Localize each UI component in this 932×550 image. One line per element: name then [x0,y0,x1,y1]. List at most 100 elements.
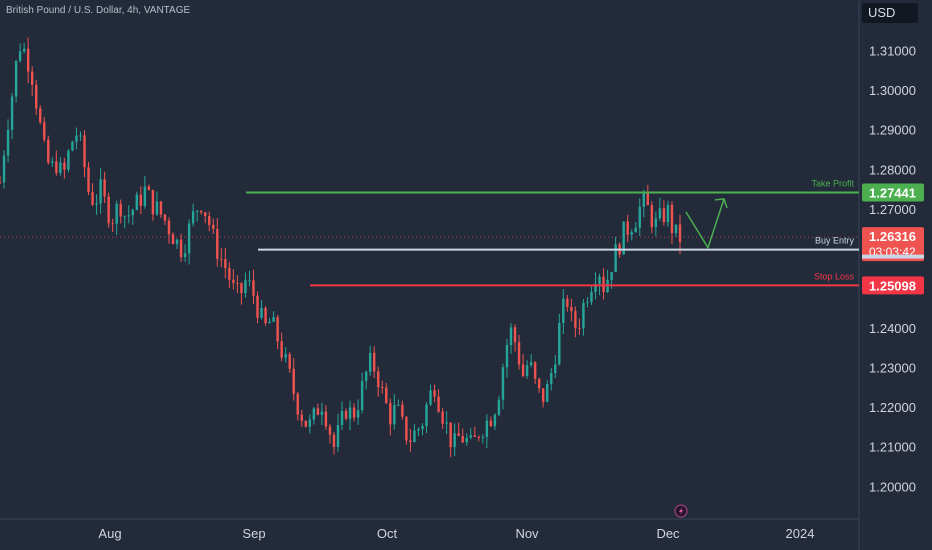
candle-body [642,193,645,207]
trade-levels[interactable]: Take Profit Buy Entry Stop Loss [0,179,859,287]
candle-body [550,373,553,384]
candle-body [413,430,416,442]
current-price-tag: 1.26316 [869,229,916,244]
candle-body [320,411,324,415]
candle-body [401,404,404,417]
candle-body [678,224,682,243]
candle-body [610,271,613,280]
candle-body [513,327,517,343]
candle-body [260,308,263,318]
candle-body [324,411,328,427]
candle-body [99,179,102,204]
candle-body [87,167,90,193]
candle-body [208,216,211,225]
candle-body [71,141,74,151]
y-tick-label: 1.28000 [869,162,916,177]
candle-body [666,204,670,223]
candle-body [461,435,464,443]
candle-body [75,135,78,142]
candle-body [39,108,42,123]
candle-body [348,407,352,419]
lightning-icon[interactable] [674,504,688,518]
candle-body [131,210,134,216]
candle-body [300,414,303,421]
candle-body [328,426,332,435]
candle-body [10,96,14,130]
candle-body [111,223,114,225]
candle-body [473,435,476,437]
candle-body [232,279,235,283]
candle-body [614,244,617,272]
candle-body [397,404,400,406]
candle-body [433,390,436,397]
candle-body [469,435,472,438]
candle-body [441,411,444,424]
x-tick-label: Oct [377,526,398,541]
candle-body [356,410,360,418]
candle-body [127,215,130,217]
time-axis[interactable]: Aug Sep Oct Nov Dec 2024 [98,526,814,541]
candle-body [537,378,541,389]
take-profit-tag: 1.27441 [869,186,916,201]
candle-body [509,327,513,345]
candle-body [582,303,585,329]
candle-body [409,440,412,442]
arrow-head [714,198,728,209]
candle-body [119,203,122,217]
y-tick-label: 1.20000 [869,479,916,494]
currency-button[interactable]: USD [862,3,918,23]
candle-body [340,410,344,426]
candle-body [59,162,62,173]
candle-body [183,253,187,257]
candle-body [650,205,654,228]
candle-body [465,437,468,443]
candle-body [445,422,448,424]
candle-body [288,354,291,369]
candle-body [264,308,267,324]
candle-body [30,71,34,85]
candle-body [51,161,54,163]
candle-body [525,365,529,377]
candle-body [26,48,30,72]
y-tick-label: 1.27000 [869,202,916,217]
candle-body [602,276,605,293]
candle-body [562,298,565,323]
candle-body [485,420,489,437]
candle-body [670,204,674,234]
candle-body [91,192,94,205]
y-tick-label: 1.23000 [869,360,916,375]
current-price-tag-bg [862,227,924,262]
x-tick-label: Nov [515,526,539,541]
candle-body [590,291,593,303]
candle-body [501,367,505,400]
candle-body [477,436,481,438]
candle-body [195,210,199,212]
y-tick-label: 1.21000 [869,440,916,455]
candle-body [554,364,557,374]
y-tick-label: 1.29000 [869,123,916,138]
candle-body [505,344,509,368]
candle-body [187,223,191,254]
candle-body [2,155,6,183]
candle-body [429,390,432,405]
candle-body [151,189,155,215]
candle-body [14,60,18,97]
candle-body [175,239,179,245]
level-label: Buy Entry [815,236,855,246]
x-tick-label: Dec [656,526,680,541]
candle-body [352,407,356,418]
candle-body [381,387,384,389]
y-tick-label: 1.22000 [869,400,916,415]
candle-body [135,194,139,211]
candle-body [377,371,380,388]
candle-body [541,388,545,403]
candle-body [533,362,537,379]
chart-title: British Pound / U.S. Dollar, 4h, VANTAGE [6,5,191,16]
candle-body [22,48,26,52]
candle-body [308,419,312,427]
candle-body [654,218,658,228]
candle-body [18,51,22,61]
x-tick-label: Aug [98,526,121,541]
candle-body [521,364,525,377]
